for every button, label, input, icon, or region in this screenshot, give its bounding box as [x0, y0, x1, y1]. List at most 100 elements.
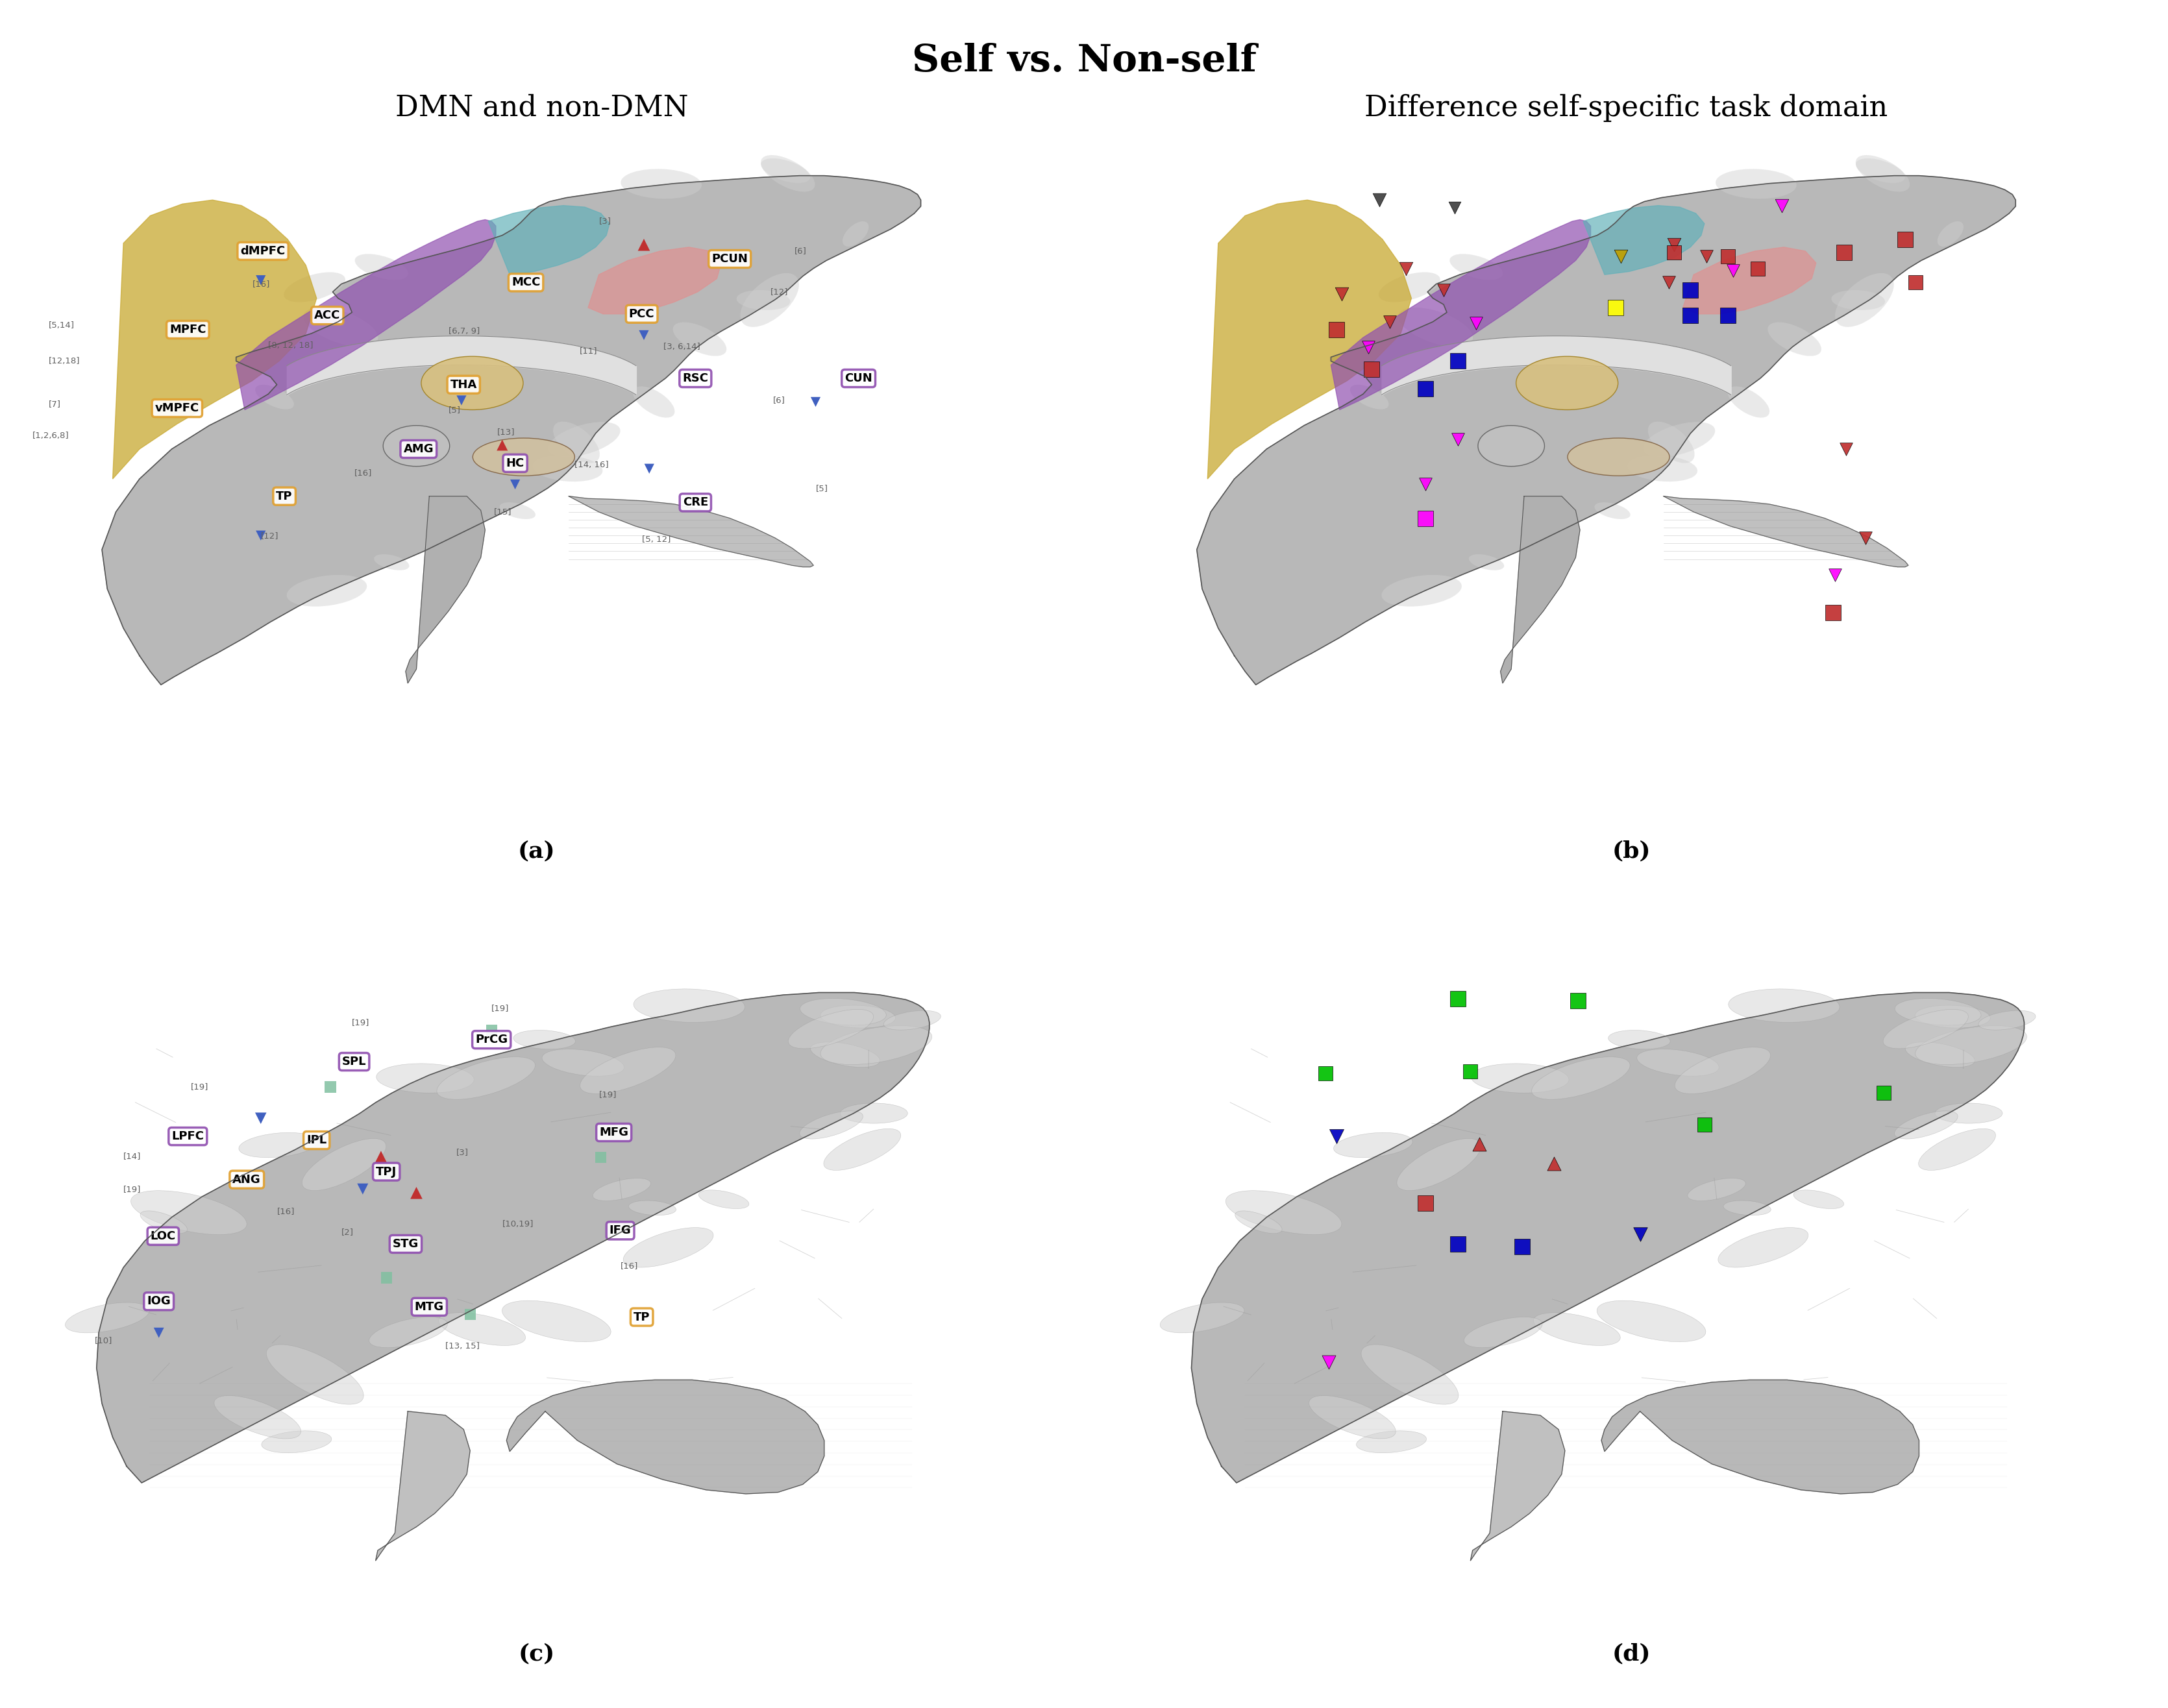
Text: AMG: AMG: [403, 444, 434, 454]
Ellipse shape: [499, 502, 535, 519]
Ellipse shape: [542, 1049, 624, 1076]
Point: [1888, 225, 1923, 253]
Point: [499, 471, 533, 499]
Ellipse shape: [1533, 1313, 1619, 1346]
Ellipse shape: [1728, 386, 1769, 418]
Point: [1362, 186, 1396, 214]
Ellipse shape: [1472, 1064, 1570, 1093]
Text: ANG: ANG: [232, 1173, 260, 1185]
Point: [1440, 425, 1474, 453]
Point: [1407, 374, 1442, 401]
Point: [1318, 1122, 1353, 1149]
Polygon shape: [375, 1411, 470, 1561]
Text: [16]: [16]: [251, 280, 271, 289]
Text: [16]: [16]: [278, 1208, 295, 1214]
Ellipse shape: [473, 437, 575, 477]
Polygon shape: [568, 497, 813, 567]
Ellipse shape: [824, 1129, 900, 1170]
Ellipse shape: [256, 384, 295, 410]
Polygon shape: [1583, 205, 1704, 275]
Point: [1505, 1233, 1539, 1261]
Point: [1312, 1348, 1346, 1375]
Ellipse shape: [503, 1300, 611, 1342]
Text: Self vs. Non-self: Self vs. Non-self: [913, 43, 1255, 79]
Point: [243, 523, 278, 550]
Ellipse shape: [533, 456, 603, 482]
Point: [1351, 333, 1385, 360]
Polygon shape: [588, 248, 722, 314]
Text: IFG: IFG: [609, 1225, 631, 1237]
Ellipse shape: [286, 576, 366, 606]
Text: [3]: [3]: [455, 1148, 468, 1156]
Text: [3]: [3]: [598, 217, 611, 225]
Text: [15]: [15]: [494, 507, 512, 516]
Ellipse shape: [622, 1228, 713, 1267]
Ellipse shape: [629, 1201, 676, 1216]
Ellipse shape: [436, 1057, 535, 1100]
Ellipse shape: [356, 254, 408, 280]
Text: [12]: [12]: [770, 287, 789, 295]
Ellipse shape: [1450, 254, 1502, 280]
Ellipse shape: [1832, 290, 1884, 311]
Ellipse shape: [130, 1190, 247, 1235]
Point: [583, 1144, 618, 1172]
Text: (c): (c): [518, 1643, 555, 1665]
Point: [1440, 347, 1474, 374]
Ellipse shape: [1567, 437, 1669, 477]
Point: [1711, 302, 1745, 330]
Point: [345, 1175, 379, 1202]
Ellipse shape: [737, 290, 789, 311]
Point: [364, 1144, 399, 1172]
Point: [1318, 316, 1353, 343]
Ellipse shape: [789, 1009, 874, 1049]
Polygon shape: [1682, 248, 1817, 314]
Polygon shape: [1500, 497, 1580, 683]
Ellipse shape: [1793, 1190, 1843, 1209]
Ellipse shape: [1906, 1042, 1975, 1068]
Ellipse shape: [549, 422, 620, 458]
Polygon shape: [113, 200, 317, 478]
Ellipse shape: [1160, 1303, 1244, 1332]
Text: MPFC: MPFC: [169, 325, 206, 335]
Text: [13]: [13]: [496, 427, 514, 436]
Ellipse shape: [1531, 1057, 1630, 1100]
Ellipse shape: [1362, 1344, 1459, 1404]
Text: RSC: RSC: [683, 372, 709, 384]
Text: MFG: MFG: [598, 1127, 629, 1138]
Ellipse shape: [1396, 1139, 1481, 1190]
Point: [1561, 987, 1596, 1015]
Point: [1741, 254, 1776, 282]
Ellipse shape: [1767, 323, 1821, 355]
Point: [631, 454, 666, 482]
Ellipse shape: [384, 425, 449, 466]
Point: [1407, 471, 1442, 499]
Text: (d): (d): [1613, 1643, 1650, 1665]
Text: PrCG: PrCG: [475, 1033, 507, 1045]
Polygon shape: [1197, 176, 2016, 685]
Point: [453, 1301, 488, 1329]
Text: [2]: [2]: [340, 1228, 353, 1237]
Point: [1604, 243, 1639, 270]
Text: TP: TP: [633, 1312, 650, 1324]
Point: [1440, 986, 1474, 1013]
Text: [8, 12, 18]: [8, 12, 18]: [269, 342, 314, 350]
Text: (b): (b): [1613, 840, 1650, 863]
Text: DMN and non-DMN: DMN and non-DMN: [395, 94, 689, 121]
Ellipse shape: [553, 422, 601, 463]
Ellipse shape: [262, 1431, 332, 1454]
Ellipse shape: [761, 155, 815, 191]
Point: [1461, 1131, 1496, 1158]
Point: [1765, 191, 1799, 219]
Point: [141, 1319, 176, 1346]
Text: [1,2,6,8]: [1,2,6,8]: [33, 432, 69, 441]
Text: CRE: CRE: [683, 497, 709, 509]
Ellipse shape: [369, 1317, 447, 1348]
Text: [19]: [19]: [492, 1004, 509, 1013]
Point: [1819, 562, 1854, 589]
Polygon shape: [1470, 1411, 1565, 1561]
Ellipse shape: [761, 159, 811, 183]
Ellipse shape: [375, 555, 410, 570]
Ellipse shape: [1628, 456, 1698, 482]
Ellipse shape: [421, 357, 522, 410]
Text: IPL: IPL: [306, 1134, 327, 1146]
